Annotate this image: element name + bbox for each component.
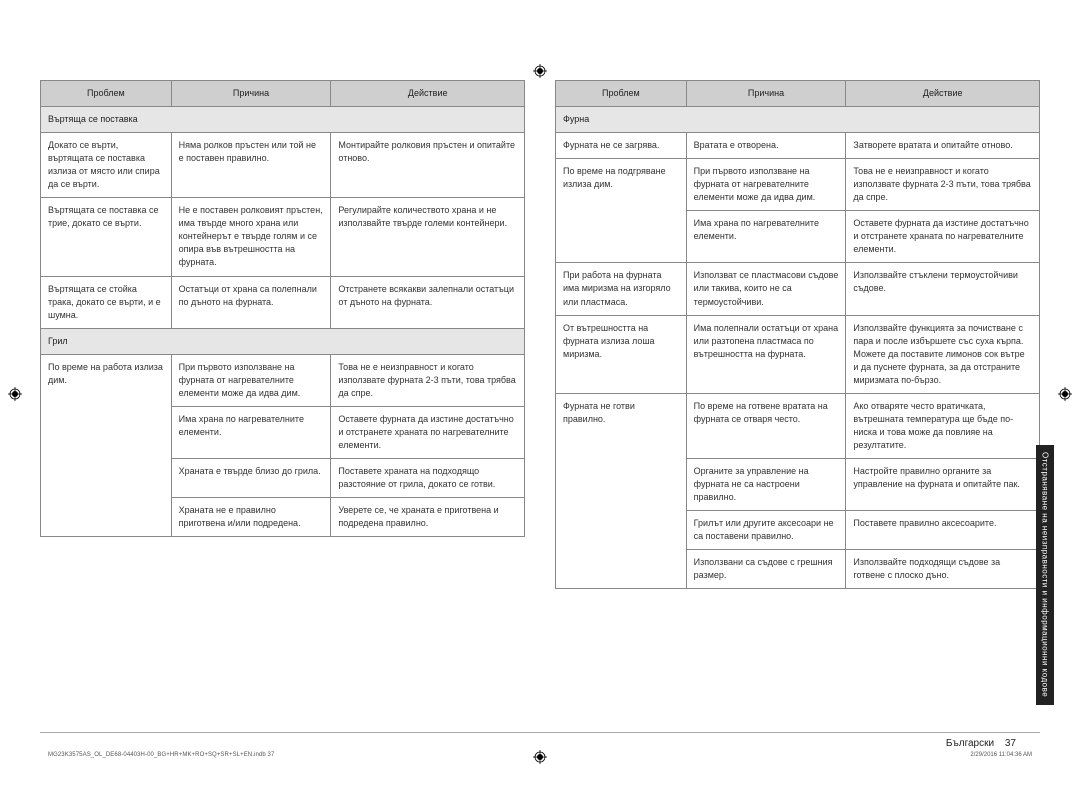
- page: Проблем Причина Действие Въртяща се пост…: [0, 0, 1080, 788]
- table-row: При работа на фурната има миризма на изг…: [556, 263, 1040, 315]
- cause-cell: Има храна по нагревателните елементи.: [171, 406, 331, 458]
- problem-cell: По време на работа излиза дим.: [41, 354, 172, 536]
- action-cell: Монтирайте ролковия пръстен и опитайте о…: [331, 133, 525, 198]
- table-row: По време на подгряване излиза дим.При пъ…: [556, 159, 1040, 211]
- problem-cell: Фурната не се загрява.: [556, 133, 687, 159]
- footer-lang: Български: [946, 738, 994, 749]
- table-row: По време на работа излиза дим.При първот…: [41, 354, 525, 406]
- action-cell: Използвайте стъклени термоустойчиви съдо…: [846, 263, 1040, 315]
- action-cell: Поставете храната на подходящо разстояни…: [331, 458, 525, 497]
- cause-cell: Има полепнали остатъци от храна или разт…: [686, 315, 846, 393]
- problem-cell: При работа на фурната има миризма на изг…: [556, 263, 687, 315]
- table-header-row: Проблем Причина Действие: [556, 81, 1040, 107]
- th-action: Действие: [331, 81, 525, 107]
- th-action: Действие: [846, 81, 1040, 107]
- cause-cell: Органите за управление на фурната не са …: [686, 458, 846, 510]
- registration-mark-right: [1058, 387, 1072, 401]
- table-row: Въртящата се поставка се трие, докато се…: [41, 198, 525, 276]
- cause-cell: Грилът или другите аксесоари не са поста…: [686, 511, 846, 550]
- troubleshoot-table-left: Проблем Причина Действие Въртяща се пост…: [40, 80, 525, 537]
- action-cell: Това не е неизправност и когато използва…: [331, 354, 525, 406]
- cause-cell: При първото използване на фурната от наг…: [686, 159, 846, 211]
- imprint-time: 2/29/2016 11:04:36 AM: [970, 752, 1032, 758]
- cause-cell: При първото използване на фурната от наг…: [171, 354, 331, 406]
- table-row: Докато се върти, въртящата се поставка и…: [41, 133, 525, 198]
- action-cell: Оставете фурната да изстине достатъчно и…: [846, 211, 1040, 263]
- registration-mark-bottom: [533, 750, 547, 764]
- problem-cell: Докато се върти, въртящата се поставка и…: [41, 133, 172, 198]
- cause-cell: Храната не е правилно приготвена и/или п…: [171, 498, 331, 537]
- footer-page: Български 37: [946, 738, 1016, 749]
- action-cell: Използвайте функцията за почистване с па…: [846, 315, 1040, 393]
- section-cell: Грил: [41, 328, 525, 354]
- footer-rule: [40, 732, 1040, 733]
- th-problem: Проблем: [556, 81, 687, 107]
- section-cell: Въртяща се поставка: [41, 107, 525, 133]
- problem-cell: От вътрешността на фурната излиза лоша м…: [556, 315, 687, 393]
- registration-mark-top: [533, 64, 547, 78]
- cause-cell: Не е поставен ролковият пръстен, има твъ…: [171, 198, 331, 276]
- th-cause: Причина: [171, 81, 331, 107]
- table-row: Фурната не готви правилно.По време на го…: [556, 393, 1040, 458]
- action-cell: Затворете вратата и опитайте отново.: [846, 133, 1040, 159]
- section-cell: Фурна: [556, 107, 1040, 133]
- table-header-row: Проблем Причина Действие: [41, 81, 525, 107]
- cause-cell: Няма ролков пръстен или той не е поставе…: [171, 133, 331, 198]
- action-cell: Ако отваряте често вратичката, вътрешнат…: [846, 393, 1040, 458]
- th-cause: Причина: [686, 81, 846, 107]
- imprint-file: MG23K3575AS_OL_DE68-04403H-00_BG+HR+MK+R…: [48, 752, 274, 758]
- action-cell: Уверете се, че храната е приготвена и по…: [331, 498, 525, 537]
- cause-cell: Храната е твърде близо до грила.: [171, 458, 331, 497]
- left-column: Проблем Причина Действие Въртяща се пост…: [40, 80, 525, 589]
- cause-cell: Използват се пластмасови съдове или таки…: [686, 263, 846, 315]
- problem-cell: По време на подгряване излиза дим.: [556, 159, 687, 263]
- table-row: Фурната не се загрява.Вратата е отворена…: [556, 133, 1040, 159]
- section-tab-label: Отстраняване на неизправности и информац…: [1041, 452, 1050, 697]
- action-cell: Оставете фурната да изстине достатъчно и…: [331, 406, 525, 458]
- cause-cell: Остатъци от храна са полепнали по дъното…: [171, 276, 331, 328]
- table-row: Фурна: [556, 107, 1040, 133]
- troubleshoot-table-right: Проблем Причина Действие ФурнаФурната не…: [555, 80, 1040, 589]
- problem-cell: Въртящата се стойка трака, докато се вър…: [41, 276, 172, 328]
- action-cell: Отстранете всякакви залепнали остатъци о…: [331, 276, 525, 328]
- action-cell: Това не е неизправност и когато използва…: [846, 159, 1040, 211]
- cause-cell: По време на готвене вратата на фурната с…: [686, 393, 846, 458]
- table-row: От вътрешността на фурната излиза лоша м…: [556, 315, 1040, 393]
- content-columns: Проблем Причина Действие Въртяща се пост…: [40, 80, 1040, 589]
- table-row: Грил: [41, 328, 525, 354]
- action-cell: Използвайте подходящи съдове за готвене …: [846, 550, 1040, 589]
- action-cell: Регулирайте количеството храна и не изпо…: [331, 198, 525, 276]
- cause-cell: Използвани са съдове с грешния размер.: [686, 550, 846, 589]
- th-problem: Проблем: [41, 81, 172, 107]
- action-cell: Поставете правилно аксесоарите.: [846, 511, 1040, 550]
- problem-cell: Въртящата се поставка се трие, докато се…: [41, 198, 172, 276]
- table-row: Въртяща се поставка: [41, 107, 525, 133]
- problem-cell: Фурната не готви правилно.: [556, 393, 687, 589]
- cause-cell: Има храна по нагревателните елементи.: [686, 211, 846, 263]
- footer-page-number: 37: [1005, 738, 1016, 749]
- right-column: Проблем Причина Действие ФурнаФурната не…: [555, 80, 1040, 589]
- section-tab: Отстраняване на неизправности и информац…: [1036, 445, 1054, 705]
- action-cell: Настройте правилно органите за управлени…: [846, 458, 1040, 510]
- registration-mark-left: [8, 387, 22, 401]
- table-row: Въртящата се стойка трака, докато се вър…: [41, 276, 525, 328]
- cause-cell: Вратата е отворена.: [686, 133, 846, 159]
